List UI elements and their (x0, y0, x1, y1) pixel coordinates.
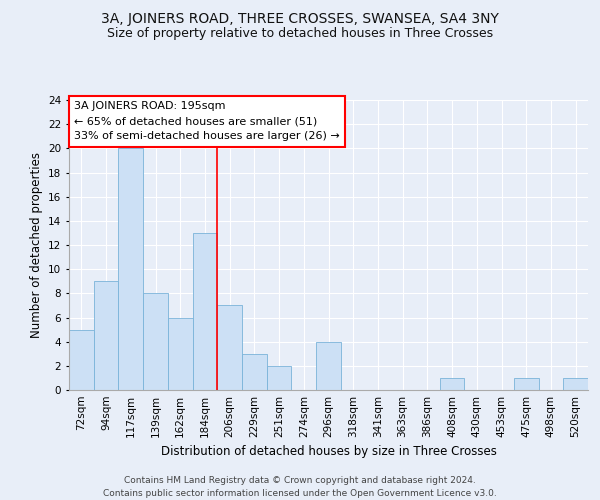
Bar (267, 366, 292, 390)
X-axis label: Distribution of detached houses by size in Three Crosses: Distribution of detached houses by size … (161, 446, 496, 458)
Bar (514, 378, 539, 390)
Text: 3A, JOINERS ROAD, THREE CROSSES, SWANSEA, SA4 3NY: 3A, JOINERS ROAD, THREE CROSSES, SWANSEA… (101, 12, 499, 26)
Bar (563, 378, 588, 390)
Bar (242, 354, 267, 390)
Bar (316, 342, 341, 390)
Bar (440, 378, 464, 390)
Text: Contains HM Land Registry data © Crown copyright and database right 2024.
Contai: Contains HM Land Registry data © Crown c… (103, 476, 497, 498)
Text: 3A JOINERS ROAD: 195sqm
← 65% of detached houses are smaller (51)
33% of semi-de: 3A JOINERS ROAD: 195sqm ← 65% of detache… (74, 102, 340, 141)
Bar (69, 330, 94, 390)
Text: Size of property relative to detached houses in Three Crosses: Size of property relative to detached ho… (107, 28, 493, 40)
Bar (94, 281, 118, 390)
Bar (143, 294, 168, 390)
Bar (118, 148, 143, 390)
Bar (193, 233, 217, 390)
Bar (217, 306, 242, 390)
Y-axis label: Number of detached properties: Number of detached properties (29, 152, 43, 338)
Bar (168, 318, 193, 390)
